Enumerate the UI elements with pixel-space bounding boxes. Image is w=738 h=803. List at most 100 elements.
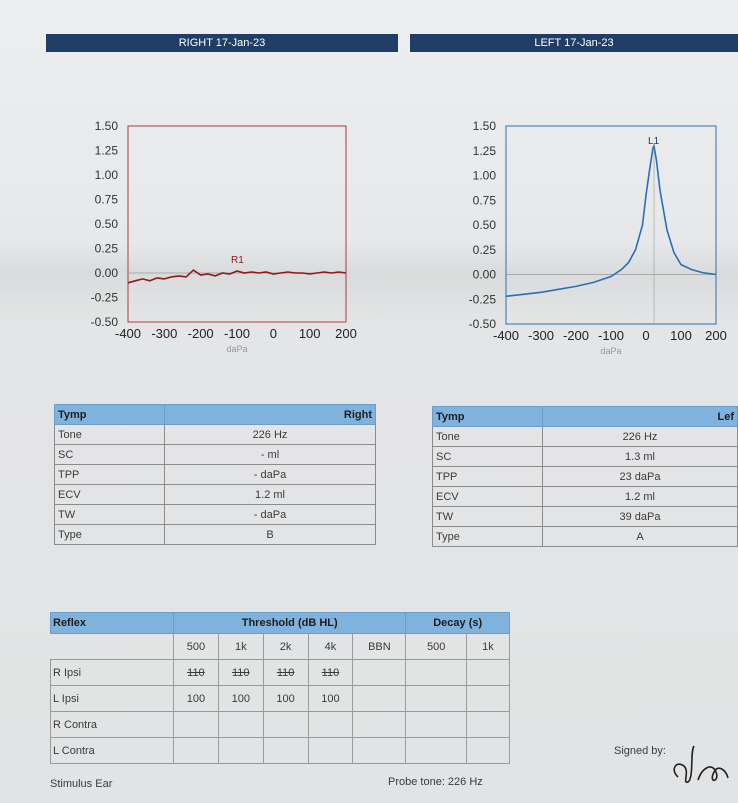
row-label-r-contra: R Contra xyxy=(50,711,174,738)
stimulus-ear-label: Stimulus Ear xyxy=(50,778,113,790)
tymp-value: 1.3 ml xyxy=(542,446,738,467)
reflex-cell xyxy=(262,711,309,738)
peak-marker-label: R1 xyxy=(231,255,244,266)
y-tick-label: 0.00 xyxy=(473,268,497,282)
tymp-left-side: Lef xyxy=(542,406,738,427)
tymp-value: - daPa xyxy=(164,504,376,525)
reflex-cell: 100 xyxy=(217,685,264,712)
plot-frame xyxy=(127,125,347,323)
reflex-cell: 100 xyxy=(262,685,309,712)
tymp-label: Type xyxy=(54,524,165,545)
reflex-cell xyxy=(405,737,467,764)
x-tick-label: 0 xyxy=(642,328,649,343)
y-tick-label: 0.25 xyxy=(95,242,119,256)
tymp-label: SC xyxy=(54,444,165,465)
reflex-cell xyxy=(352,737,407,764)
col-header: BBN xyxy=(352,633,407,660)
threshold-header: Threshold (dB HL) xyxy=(172,612,407,634)
reflex-cell: 110 xyxy=(307,659,354,686)
reflex-cell xyxy=(173,711,219,738)
tymp-value: 226 Hz xyxy=(542,426,738,447)
x-tick-label: -100 xyxy=(224,326,250,341)
tymp-right-table: Tymp Right Tone 226 Hz SC - ml TPP - daPa E… xyxy=(54,404,376,545)
reflex-cell xyxy=(405,711,467,738)
tymp-label: ECV xyxy=(432,486,543,507)
signature xyxy=(673,745,729,783)
tymp-label: TW xyxy=(432,506,543,527)
x-tick-label: 0 xyxy=(270,326,277,341)
probe-tone-label: Probe tone: 226 Hz xyxy=(388,776,483,788)
tymp-value: 39 daPa xyxy=(542,506,738,527)
reflex-title: Reflex xyxy=(50,612,174,634)
reflex-cell xyxy=(352,659,407,686)
tymp-value: 23 daPa xyxy=(542,466,738,487)
col-header: 2k xyxy=(262,633,309,660)
tymp-value: - ml xyxy=(164,444,376,465)
tymp-label: Tone xyxy=(54,424,165,445)
x-tick-label: -300 xyxy=(151,326,177,341)
x-tick-label: -200 xyxy=(563,328,589,343)
x-axis-label: daPa xyxy=(226,344,247,354)
right-tympanogram: 1.50 1.25 1.00 0.75 0.50 0.25 0.00 -0.25 -0.50-4… xyxy=(91,119,357,354)
tymp-value: - daPa xyxy=(164,464,376,485)
x-tick-label: -300 xyxy=(528,328,554,343)
series-line xyxy=(127,269,347,284)
tymp-label: Type xyxy=(432,526,543,547)
y-tick-label: -0.25 xyxy=(91,291,119,305)
plot-frame xyxy=(505,125,717,325)
x-tick-label: 100 xyxy=(670,328,692,343)
reflex-cell xyxy=(307,711,354,738)
y-tick-label: 1.00 xyxy=(473,169,497,183)
x-tick-label: -200 xyxy=(188,326,214,341)
x-tick-label: -400 xyxy=(115,326,141,341)
y-tick-label: 0.00 xyxy=(95,266,119,280)
tymp-value: 1.2 ml xyxy=(542,486,738,507)
tymp-right-title: Tymp xyxy=(54,404,165,425)
reflex-cell xyxy=(352,711,407,738)
peak-marker-label: L1 xyxy=(648,136,660,147)
y-tick-label: 1.25 xyxy=(473,144,497,158)
y-tick-label: 1.00 xyxy=(95,168,119,182)
reflex-cell xyxy=(465,711,511,738)
reflex-cell xyxy=(262,737,309,764)
reflex-cell: 110 xyxy=(173,659,219,686)
x-tick-label: 200 xyxy=(335,326,357,341)
x-axis-label: daPa xyxy=(600,346,621,356)
series-line xyxy=(505,143,717,298)
reflex-cell xyxy=(217,711,264,738)
reflex-corner xyxy=(50,633,174,660)
tymp-label: TW xyxy=(54,504,165,525)
tymp-label: SC xyxy=(432,446,543,467)
signed-by-label: Signed by: xyxy=(614,745,666,757)
tymp-right-side: Right xyxy=(164,404,376,425)
tymp-value: 226 Hz xyxy=(164,424,376,445)
reflex-cell xyxy=(405,685,467,712)
y-tick-label: -0.50 xyxy=(91,315,119,329)
row-label-r-ipsi: R Ipsi xyxy=(50,659,174,686)
reflex-cell: 110 xyxy=(262,659,309,686)
reflex-table: Reflex Threshold (dB HL) Decay (s) 500 1… xyxy=(50,612,511,764)
reflex-cell: 100 xyxy=(173,685,219,712)
tymp-left-title: Tymp xyxy=(432,406,543,427)
col-header: 500 xyxy=(405,633,467,660)
col-header: 1k xyxy=(465,633,511,660)
right-header: RIGHT 17-Jan-23 xyxy=(46,34,398,52)
tymp-left-table: Tymp Lef Tone 226 Hz SC 1.3 ml TPP 23 daPa … xyxy=(432,406,738,547)
y-tick-label: -0.50 xyxy=(469,317,497,331)
y-tick-label: 1.50 xyxy=(473,119,497,133)
tymp-label: ECV xyxy=(54,484,165,505)
tymp-value: 1.2 ml xyxy=(164,484,376,505)
x-tick-label: -100 xyxy=(598,328,624,343)
reflex-cell xyxy=(465,685,511,712)
y-tick-label: 0.25 xyxy=(473,243,497,257)
y-tick-label: 0.75 xyxy=(473,193,497,207)
tymp-label: TPP xyxy=(54,464,165,485)
col-header: 1k xyxy=(217,633,264,660)
y-tick-label: 0.75 xyxy=(95,193,119,207)
row-label-l-contra: L Contra xyxy=(50,737,174,764)
x-tick-label: 100 xyxy=(299,326,321,341)
reflex-cell: 110 xyxy=(217,659,264,686)
tymp-value: A xyxy=(542,526,738,547)
reflex-cell xyxy=(465,659,511,686)
tymp-value: B xyxy=(164,524,376,545)
